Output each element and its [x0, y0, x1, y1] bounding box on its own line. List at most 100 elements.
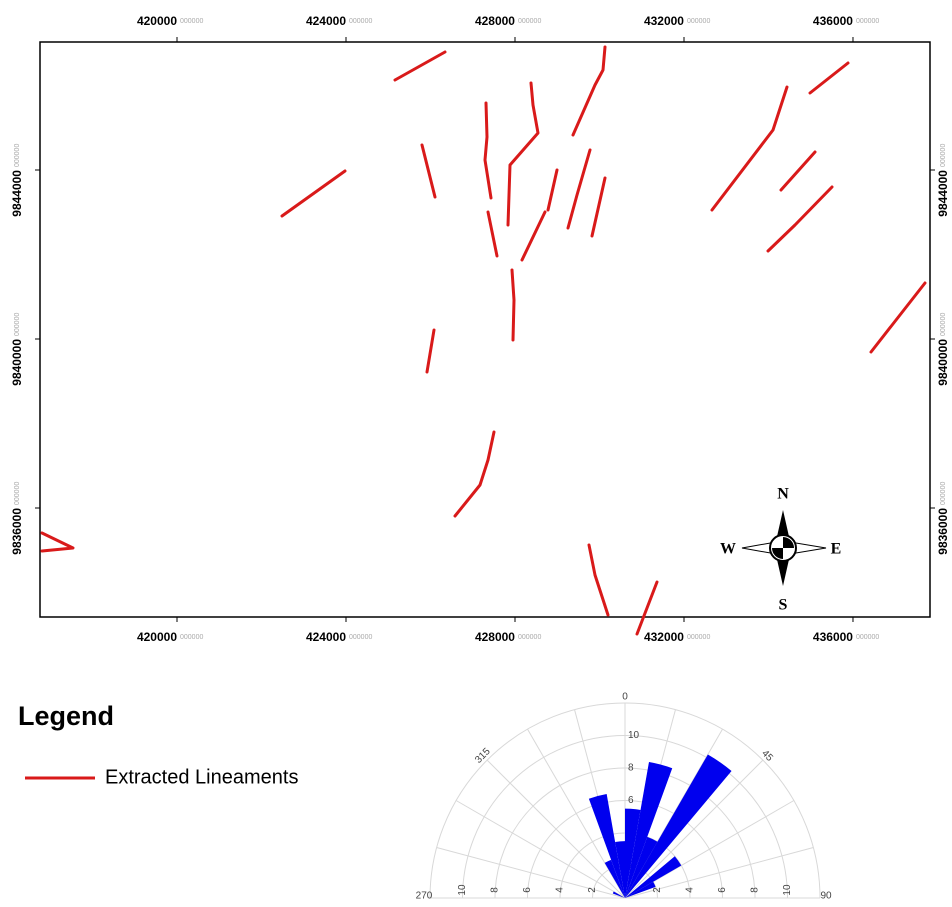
lineament: [587, 543, 610, 617]
tick-suffix: 000000: [14, 482, 21, 505]
map-frame: [39, 41, 931, 618]
angle-label: 0: [622, 692, 628, 703]
rose-petal: [615, 841, 625, 898]
tick-suffix: 000000: [687, 18, 710, 25]
x-tick-label-bottom: 428000: [475, 630, 515, 644]
x-tick-label-top: 436000: [813, 14, 853, 28]
r-tick-label-group: 10: [782, 884, 793, 896]
tick-suffix: 000000: [940, 482, 947, 505]
r-tick-label-group: 10: [457, 884, 468, 896]
rose-ring: [494, 767, 756, 899]
y-tick-label-right: 9844000: [936, 170, 950, 217]
angle-label: 90: [820, 891, 832, 902]
r-tick-label: 4: [685, 887, 696, 893]
lineament: [420, 143, 437, 199]
tick-suffix: 000000: [349, 634, 372, 641]
tick-suffix: 000000: [687, 634, 710, 641]
r-tick-label: 10: [782, 884, 793, 896]
y-tick-label-right: 9840000: [936, 339, 950, 386]
north-arrow: N S W E: [720, 486, 841, 614]
r-tick-label: 8: [750, 887, 761, 893]
lineament: [520, 210, 547, 262]
lineament: [510, 268, 516, 342]
tick-suffix: 000000: [856, 18, 879, 25]
x-tick-label-bottom: 436000: [813, 630, 853, 644]
lineament: [808, 61, 850, 95]
r-tick-label: 6: [522, 887, 533, 893]
y-tick-label-right-group: 9840000 000000: [936, 313, 950, 386]
lineament: [393, 50, 447, 82]
lineament: [483, 101, 493, 200]
rose-ring: [462, 735, 788, 899]
r-tick-label: 2: [652, 887, 663, 893]
tick-suffix: 000000: [14, 144, 21, 167]
rose-petal: [625, 836, 658, 898]
x-tick-label-bottom: 424000: [306, 630, 346, 644]
y-tick-label-right-group: 9836000 000000: [936, 482, 950, 555]
legend-item: Extracted Lineaments: [105, 766, 298, 788]
legend-title: Legend: [18, 701, 114, 731]
r-tick-label: 10: [628, 730, 640, 741]
lineament: [40, 531, 75, 553]
tick-suffix: 000000: [518, 634, 541, 641]
tick-suffix: 000000: [180, 634, 203, 641]
lineament: [869, 281, 927, 354]
rose-petal: [588, 793, 625, 898]
rose-petal: [625, 808, 641, 898]
compass-north: N: [777, 486, 789, 503]
x-tick-label-bottom: 420000: [137, 630, 177, 644]
r-tick-label-group: 4: [685, 887, 696, 893]
r-tick-label: 6: [628, 795, 634, 806]
lineament: [779, 150, 817, 192]
x-tick-label-top: 432000: [644, 14, 684, 28]
r-tick-label-group: 2: [587, 887, 598, 893]
tick-suffix: 000000: [349, 18, 372, 25]
compass-east: E: [831, 541, 842, 558]
lineament: [280, 169, 347, 218]
lineament: [766, 185, 834, 253]
y-tick-label-left-group: 9840000 000000: [10, 313, 24, 386]
y-tick-label-left: 9844000: [10, 170, 24, 217]
rose-diagram: 22244466688810101004531590270: [416, 692, 832, 902]
rose-petal: [625, 754, 732, 898]
r-tick-label: 4: [555, 887, 566, 893]
lineament: [710, 85, 789, 212]
tick-suffix: 000000: [180, 18, 203, 25]
legend: Legend Extracted Lineaments: [18, 701, 298, 788]
r-tick-label-group: 6: [522, 887, 533, 893]
rose-petal: [625, 856, 682, 898]
x-tick-label-top: 424000: [306, 14, 346, 28]
r-tick-label-group: 8: [490, 887, 501, 893]
lineament: [571, 45, 607, 137]
compass-south: S: [779, 597, 788, 614]
r-tick-label-group: 6: [717, 887, 728, 893]
rose-petal: [612, 891, 625, 898]
lineament: [566, 148, 592, 230]
tick-suffix: 000000: [856, 634, 879, 641]
y-tick-label-right: 9836000: [936, 508, 950, 555]
r-tick-label: 8: [628, 763, 634, 774]
lineament: [506, 81, 540, 227]
rose-petal: [604, 859, 625, 898]
tick-suffix: 000000: [940, 144, 947, 167]
tick-suffix: 000000: [940, 313, 947, 336]
lineament: [590, 176, 607, 238]
tick-suffix: 000000: [518, 18, 541, 25]
tick-suffix: 000000: [14, 313, 21, 336]
r-tick-label: 6: [717, 887, 728, 893]
angle-label: 270: [416, 891, 433, 902]
x-tick-label-top: 420000: [137, 14, 177, 28]
r-tick-label-group: 2: [652, 887, 663, 893]
rose-petal: [625, 881, 656, 898]
lineament: [635, 580, 659, 636]
lineament: [425, 328, 436, 374]
y-tick-label-left: 9836000: [10, 508, 24, 555]
lineament: [453, 430, 496, 518]
y-tick-label-left-group: 9836000 000000: [10, 482, 24, 555]
y-tick-label-left-group: 9844000 000000: [10, 144, 24, 217]
rose-petal: [625, 761, 673, 898]
y-tick-label-left: 9840000: [10, 339, 24, 386]
x-tick-label-bottom: 432000: [644, 630, 684, 644]
